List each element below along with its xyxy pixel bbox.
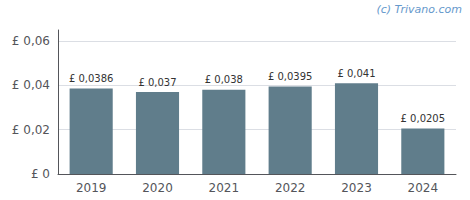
svg-text:£ 0,06: £ 0,06 xyxy=(12,34,50,48)
svg-text:£ 0,0205: £ 0,0205 xyxy=(401,113,446,124)
svg-text:2024: 2024 xyxy=(408,181,439,195)
svg-text:2020: 2020 xyxy=(142,181,173,195)
svg-text:£ 0,0386: £ 0,0386 xyxy=(69,73,114,84)
svg-text:2022: 2022 xyxy=(275,181,306,195)
svg-text:£ 0,041: £ 0,041 xyxy=(337,68,375,79)
svg-text:£ 0,038: £ 0,038 xyxy=(205,74,243,85)
svg-text:£ 0,02: £ 0,02 xyxy=(12,123,50,137)
svg-text:£ 0: £ 0 xyxy=(31,167,50,181)
svg-text:£ 0,037: £ 0,037 xyxy=(138,77,176,88)
svg-text:2019: 2019 xyxy=(76,181,107,195)
svg-text:2023: 2023 xyxy=(341,181,372,195)
svg-text:(c) Trivano.com: (c) Trivano.com xyxy=(376,3,462,16)
svg-text:£ 0,0395: £ 0,0395 xyxy=(268,71,313,82)
svg-text:£ 0,04: £ 0,04 xyxy=(12,78,50,92)
svg-text:2021: 2021 xyxy=(209,181,240,195)
